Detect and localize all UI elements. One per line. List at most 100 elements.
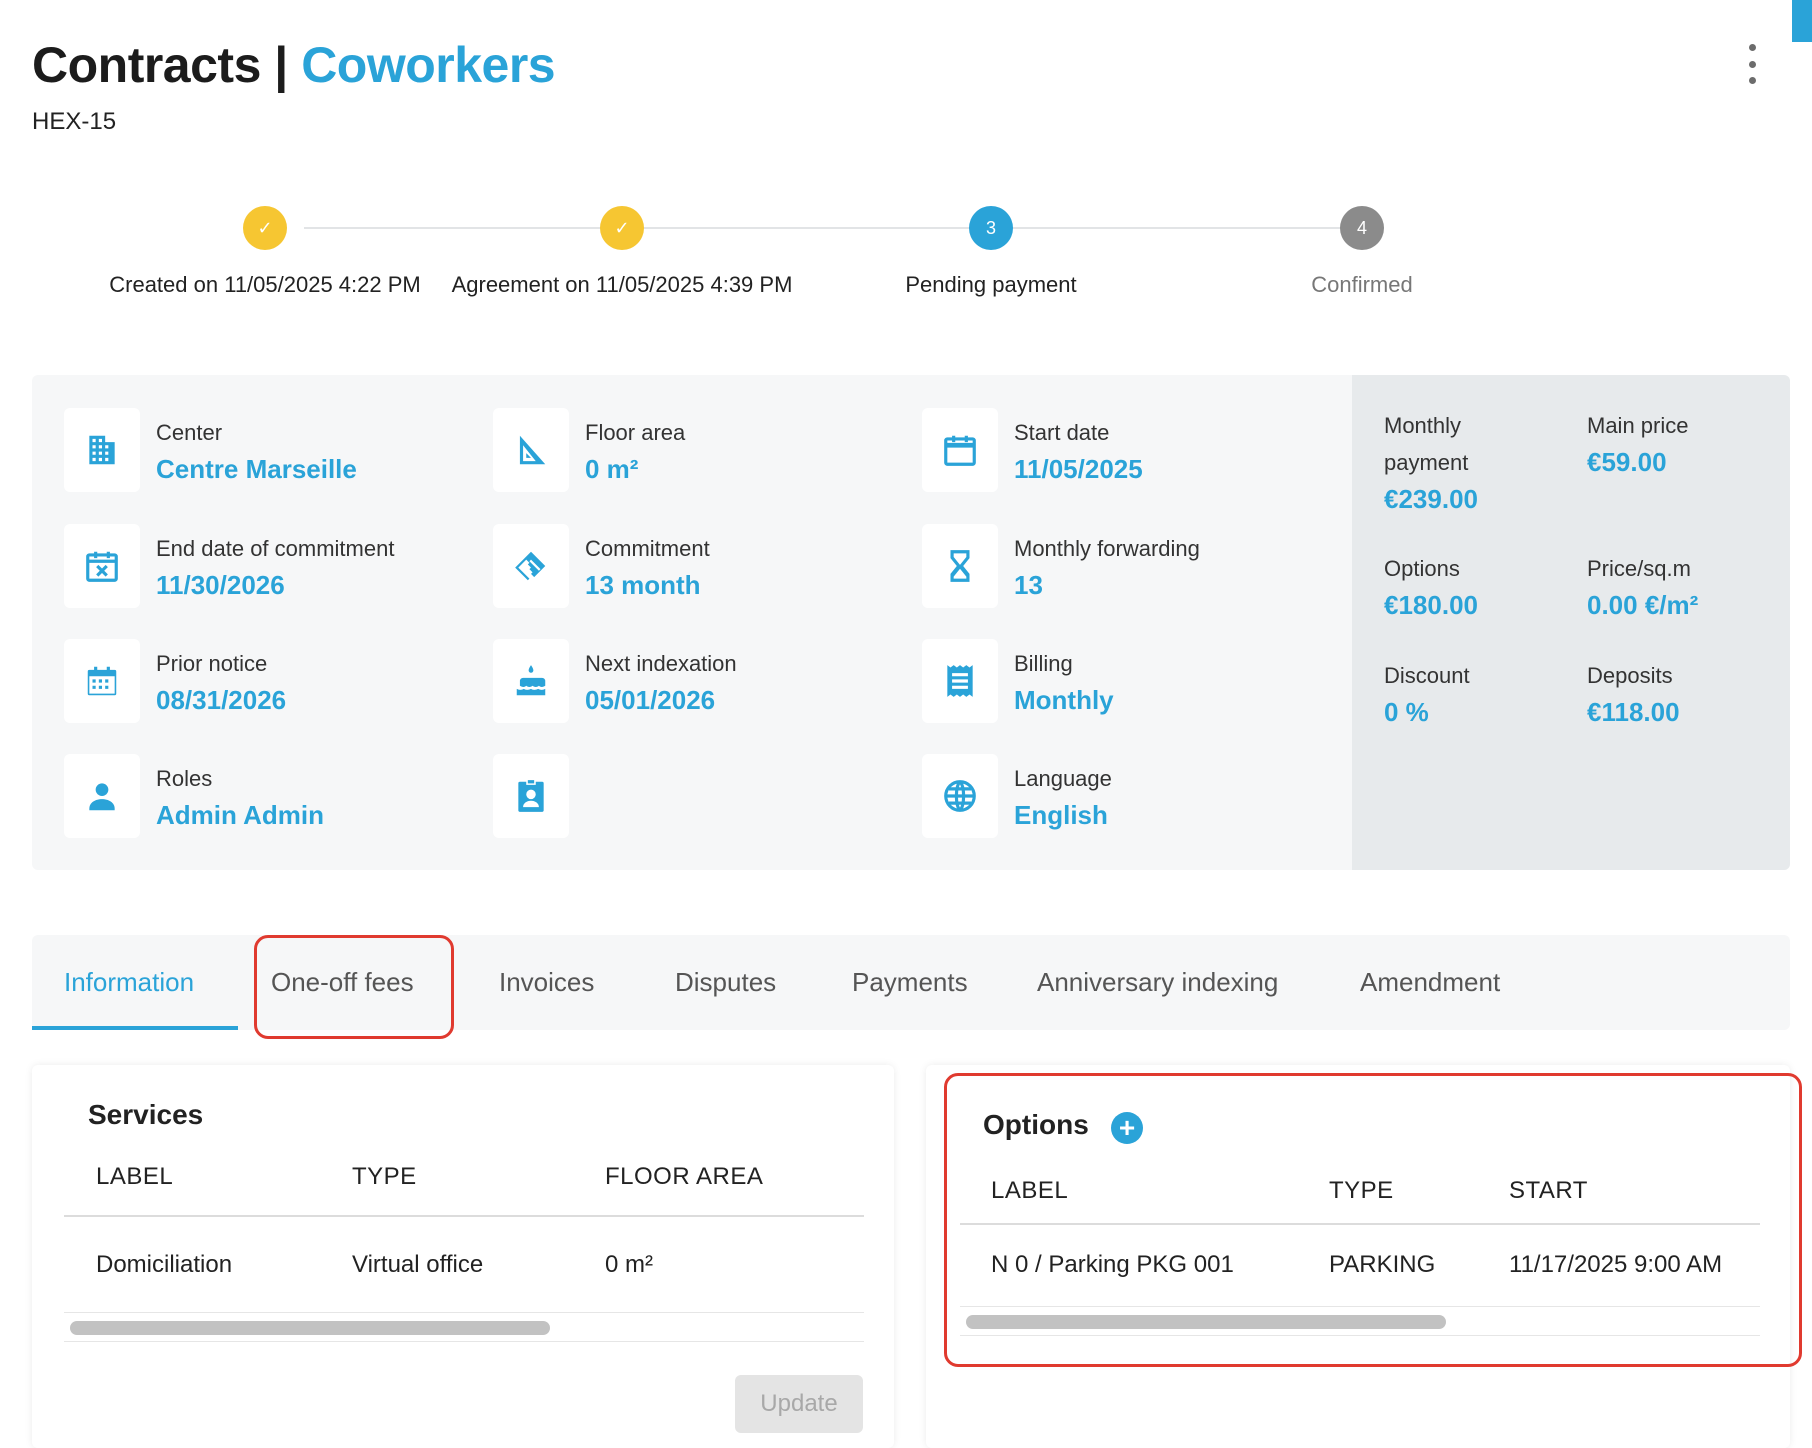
end-commitment-value: 11/30/2026 <box>156 570 285 600</box>
price-sqm-value: 0.00 €/m² <box>1587 590 1699 620</box>
next-indexation-label: Next indexation <box>585 651 737 676</box>
table-divider <box>960 1335 1760 1336</box>
options-panel: Options + LABEL TYPE START N 0 / Parking… <box>926 1065 1790 1448</box>
tab-one-off-fees[interactable]: One-off fees <box>271 967 414 997</box>
deposits-value: €118.00 <box>1587 697 1680 727</box>
table-divider <box>64 1215 864 1217</box>
roles-value[interactable]: Admin Admin <box>156 800 325 830</box>
step-confirmed: 4 Confirmed <box>1152 200 1572 298</box>
info-prior-notice: Prior notice 08/31/2026 <box>64 639 286 723</box>
title-main: Contracts <box>32 37 261 93</box>
next-indexation-value: 05/01/2026 <box>585 685 716 715</box>
main-price-label: Main price <box>1587 413 1689 438</box>
info-billing: Billing Monthly <box>922 639 1114 723</box>
monthly-forwarding-label: Monthly forwarding <box>1014 536 1200 561</box>
column-header: START <box>1509 1177 1588 1204</box>
set-square-icon <box>519 435 546 465</box>
contact-badge-icon <box>518 780 544 812</box>
column-header: TYPE <box>352 1163 417 1190</box>
tab-anniversary-indexing[interactable]: Anniversary indexing <box>1037 967 1279 997</box>
contract-tabs: Information One-off fees Invoices Disput… <box>32 935 1790 1030</box>
more-menu-icon[interactable] <box>1740 44 1764 84</box>
globe-icon <box>944 780 976 812</box>
options-value: €180.00 <box>1384 590 1478 620</box>
step-agreement: ✓ Agreement on 11/05/2025 4:39 PM <box>412 200 832 298</box>
contract-details: Center Centre Marseille Floor area 0 m² … <box>32 375 1352 870</box>
building-icon <box>89 435 115 465</box>
table-cell: PARKING <box>1329 1251 1436 1278</box>
pricing-summary: Monthly payment €239.00 Main price €59.0… <box>1352 375 1790 870</box>
tab-payments[interactable]: Payments <box>852 967 968 997</box>
start-date-label: Start date <box>1014 420 1110 445</box>
tab-amendment[interactable]: Amendment <box>1360 967 1501 997</box>
step-label: Confirmed <box>1311 272 1413 297</box>
info-start-date: Start date 11/05/2025 <box>922 408 1143 492</box>
table-cell: 0 m² <box>605 1251 653 1278</box>
step-label: Created on 11/05/2025 4:22 PM <box>109 272 421 297</box>
handshake-icon <box>515 551 546 581</box>
main-price-value: €59.00 <box>1587 447 1667 477</box>
table-cell: 11/17/2025 9:00 AM <box>1509 1251 1723 1278</box>
tab-invoices[interactable]: Invoices <box>499 967 595 997</box>
prior-notice-value: 08/31/2026 <box>156 685 287 715</box>
calendar-x-icon <box>86 551 118 582</box>
center-value[interactable]: Centre Marseille <box>156 454 357 484</box>
tab-disputes[interactable]: Disputes <box>675 967 777 997</box>
start-date-value: 11/05/2025 <box>1014 454 1143 484</box>
price-deposits: Deposits €118.00 <box>1587 657 1680 731</box>
check-icon: ✓ <box>600 206 644 250</box>
info-floor-area: Floor area 0 m² <box>493 408 685 492</box>
active-tab-indicator <box>32 1026 238 1030</box>
title-accent[interactable]: Coworkers <box>301 37 556 93</box>
table-divider <box>64 1312 864 1313</box>
calendar-grid-icon <box>87 666 117 696</box>
options-label: Options <box>1384 556 1460 581</box>
floor-area-label: Floor area <box>585 420 686 445</box>
update-button[interactable]: Update <box>735 1375 863 1433</box>
billing-label: Billing <box>1014 651 1073 676</box>
contract-reference: HEX-15 <box>32 108 117 135</box>
step-created: ✓ Created on 11/05/2025 4:22 PM <box>55 200 475 298</box>
language-label: Language <box>1014 766 1112 791</box>
title-separator: | <box>274 37 288 93</box>
info-monthly-forwarding: Monthly forwarding 13 <box>922 524 1200 608</box>
tab-information[interactable]: Information <box>64 967 195 997</box>
step-label: Pending payment <box>905 272 1077 297</box>
discount-value: 0 % <box>1384 697 1429 727</box>
contract-info-card: Center Centre Marseille Floor area 0 m² … <box>32 375 1790 870</box>
roles-label: Roles <box>156 766 213 791</box>
monthly-payment-value: €239.00 <box>1384 484 1478 514</box>
column-header: LABEL <box>991 1177 1069 1204</box>
horizontal-scrollbar[interactable] <box>70 1321 550 1335</box>
monthly-payment-label: Monthly payment <box>1384 413 1469 475</box>
step-connector <box>1010 227 1344 229</box>
table-cell: Virtual office <box>352 1251 484 1278</box>
options-title: Options <box>983 1109 1089 1140</box>
billing-value: Monthly <box>1014 685 1114 715</box>
step-connector <box>637 227 972 229</box>
add-option-icon[interactable]: + <box>1111 1112 1143 1144</box>
horizontal-scrollbar[interactable] <box>966 1315 1446 1329</box>
column-header: FLOOR AREA <box>605 1163 764 1190</box>
step-connector <box>304 227 606 229</box>
status-stepper: ✓ Created on 11/05/2025 4:22 PM ✓ Agreem… <box>32 200 1752 320</box>
check-icon: ✓ <box>243 206 287 250</box>
price-sqm-label: Price/sq.m <box>1587 556 1691 581</box>
hourglass-icon <box>950 550 970 582</box>
price-monthly-payment: Monthly payment €239.00 <box>1384 407 1544 518</box>
person-icon <box>89 783 115 811</box>
monthly-forwarding-value: 13 <box>1014 570 1043 600</box>
page-title: Contracts | Coworkers <box>32 36 556 94</box>
end-commitment-label: End date of commitment <box>156 536 395 561</box>
center-label: Center <box>156 420 223 445</box>
prior-notice-label: Prior notice <box>156 651 268 676</box>
column-header: TYPE <box>1329 1177 1394 1204</box>
info-next-indexation: Next indexation 05/01/2026 <box>493 639 737 723</box>
cake-icon <box>516 665 546 696</box>
price-main-price: Main price €59.00 <box>1587 407 1688 481</box>
deposits-label: Deposits <box>1587 663 1673 688</box>
commitment-value: 13 month <box>585 570 701 600</box>
price-options: Options €180.00 <box>1384 550 1478 624</box>
services-panel: Services LABEL TYPE FLOOR AREA Domicilia… <box>32 1065 894 1448</box>
table-divider <box>960 1223 1760 1225</box>
